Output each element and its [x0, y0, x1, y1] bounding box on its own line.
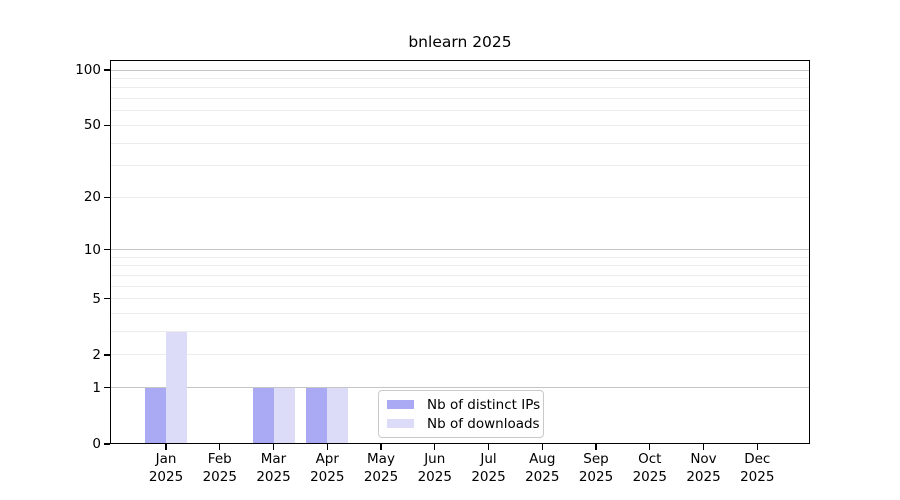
y-tick-label: 20 [83, 189, 101, 206]
legend-item-distinct-ips: Nb of distinct IPs [379, 395, 543, 414]
x-tick-label: Oct 2025 [632, 451, 667, 485]
bar-downloads-mar [273, 387, 295, 443]
y-tick-mark [104, 443, 110, 445]
x-tick-mark [756, 444, 758, 450]
gridline-minor [110, 298, 810, 300]
bar-distinct-ips-apr [306, 387, 328, 443]
y-tick-label: 0 [92, 436, 101, 452]
gridline-minor [110, 87, 810, 89]
x-tick-label: May 2025 [363, 451, 399, 485]
gridline-minor [110, 124, 810, 126]
gridline-minor [110, 110, 810, 112]
x-tick-mark [219, 444, 221, 450]
gridline-minor [110, 142, 810, 144]
x-tick-mark [487, 444, 490, 450]
chart-title: bnlearn 2025 [408, 33, 512, 51]
gridline-minor [110, 98, 810, 100]
gridline-major [110, 249, 810, 251]
gridline-minor [110, 256, 810, 258]
y-tick-mark [104, 387, 110, 389]
legend-label-distinct-ips: Nb of distinct IPs [427, 396, 541, 413]
y-tick-mark [104, 298, 110, 300]
x-tick-mark [434, 444, 436, 450]
legend-swatch-distinct-ips [387, 400, 414, 409]
legend-label-downloads: Nb of downloads [427, 415, 540, 432]
bar-downloads-apr [327, 387, 349, 443]
x-tick-label: Jun 2025 [417, 451, 452, 485]
gridline-major [110, 387, 810, 389]
y-tick-mark [104, 354, 110, 356]
gridline-minor [110, 285, 810, 287]
x-tick-label: Sep 2025 [578, 451, 614, 485]
gridline-minor [110, 77, 810, 79]
x-tick-label: Jan 2025 [148, 451, 184, 485]
x-tick-mark [595, 444, 597, 450]
y-tick-mark [104, 124, 110, 127]
gridline-minor [110, 313, 810, 315]
gridline-minor [110, 274, 810, 276]
x-tick-label: Mar 2025 [256, 451, 291, 485]
y-tick-mark [104, 196, 110, 198]
legend-swatch-downloads [387, 419, 414, 428]
plot-area [110, 60, 810, 444]
x-tick-label: Jul 2025 [471, 451, 506, 485]
x-tick-label: Apr 2025 [310, 451, 345, 485]
x-tick-mark [165, 444, 167, 450]
y-tick-mark [104, 249, 110, 251]
y-tick-label: 10 [83, 241, 101, 258]
y-tick-label: 2 [92, 346, 101, 363]
x-tick-mark [272, 444, 275, 450]
y-tick-label: 5 [92, 290, 101, 307]
gridline-major [110, 69, 810, 71]
y-tick-label: 1 [92, 379, 101, 396]
y-tick-label: 100 [75, 62, 101, 78]
gridline-minor [110, 331, 810, 333]
bar-distinct-ips-mar [252, 387, 274, 443]
x-tick-mark [326, 444, 328, 450]
y-tick-label: 50 [83, 117, 101, 134]
x-tick-mark [380, 444, 382, 450]
x-tick-mark [649, 444, 651, 450]
gridline-minor [110, 354, 810, 356]
x-tick-label: Aug 2025 [525, 451, 560, 485]
gridline-minor [110, 196, 810, 198]
x-tick-label: Dec 2025 [740, 451, 775, 485]
gridline-minor [110, 165, 810, 167]
x-tick-label: Feb 2025 [202, 451, 237, 485]
legend: Nb of distinct IPs Nb of downloads [378, 390, 544, 438]
gridline-minor [110, 265, 810, 267]
x-tick-mark [541, 444, 543, 450]
legend-item-downloads: Nb of downloads [379, 414, 543, 433]
x-tick-label: Nov 2025 [686, 451, 721, 485]
y-tick-mark [104, 69, 110, 71]
x-tick-mark [702, 444, 705, 450]
bar-distinct-ips-jan [145, 387, 166, 443]
bar-downloads-jan [166, 331, 187, 443]
